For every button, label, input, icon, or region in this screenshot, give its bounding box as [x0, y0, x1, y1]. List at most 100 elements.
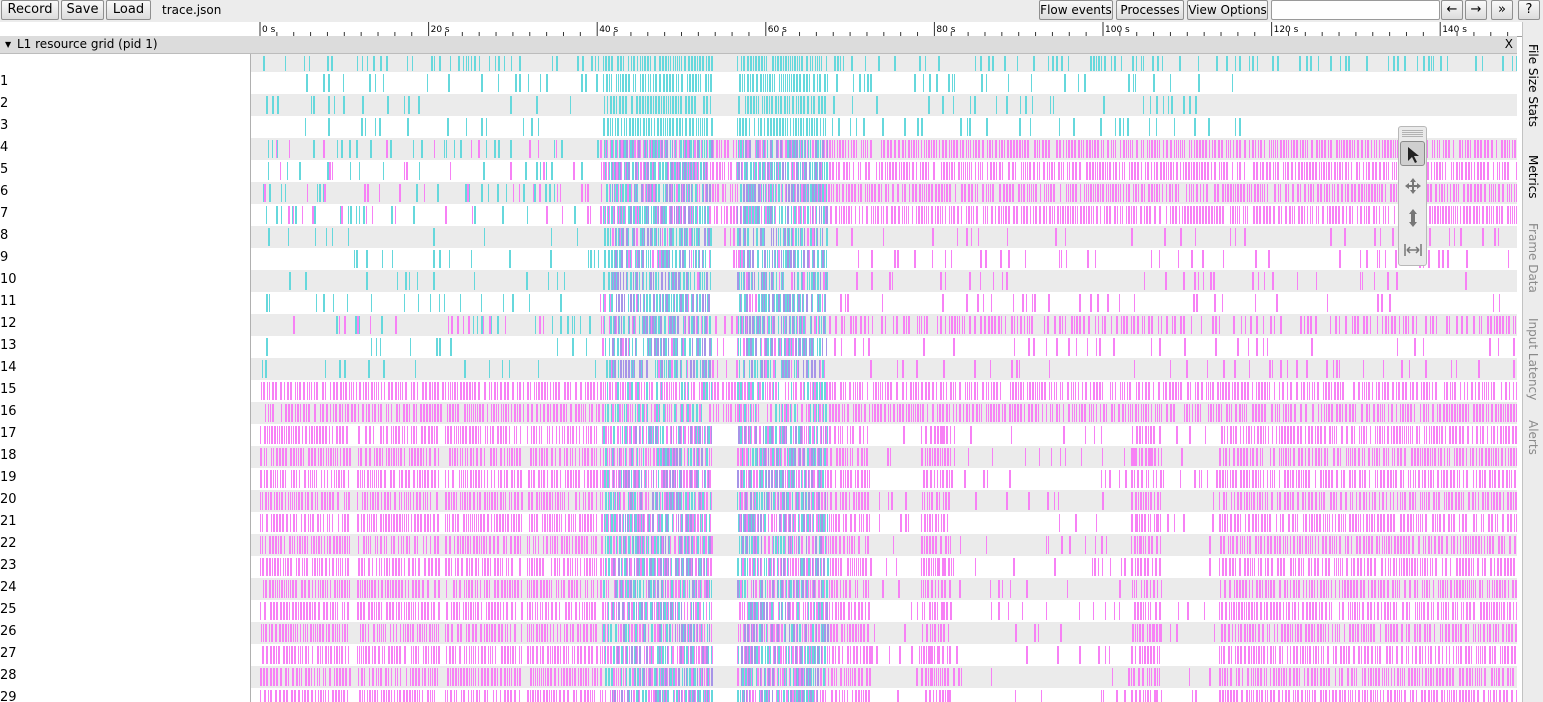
- event-slice: [516, 448, 518, 466]
- event-slice: [605, 338, 606, 356]
- event-slice: [1159, 426, 1161, 444]
- event-slice: [299, 162, 301, 180]
- event-slice: [1345, 162, 1347, 180]
- event-slice: [673, 316, 675, 334]
- time-ruler[interactable]: 0 s 20 s 40 s 60 s 80 s 100 s 120 s 140 s: [0, 22, 1522, 37]
- view-options-button[interactable]: View Options: [1187, 0, 1268, 20]
- event-slice: [818, 404, 819, 422]
- event-slice: [811, 316, 812, 334]
- event-slice: [762, 250, 763, 268]
- event-slice: [802, 294, 803, 312]
- event-slice: [285, 56, 286, 71]
- event-slice: [758, 404, 759, 422]
- event-slice: [770, 360, 771, 378]
- flow-events-button[interactable]: Flow events: [1039, 0, 1113, 20]
- event-slice: [615, 382, 617, 400]
- event-slice: [672, 184, 673, 202]
- track-area[interactable]: 1 2 3 4 5 6 7 8 9 10 11 12 13 14 15 16 17 18 19 20 21 22 23 24 2…: [0, 54, 1517, 702]
- row-stripe: [251, 54, 1517, 72]
- event-slice: [1010, 382, 1011, 400]
- event-slice: [1146, 206, 1148, 224]
- event-slice: [1027, 184, 1028, 202]
- event-slice: [1434, 206, 1436, 224]
- previous-result-button[interactable]: ←: [1441, 0, 1463, 20]
- event-slice: [1325, 382, 1327, 400]
- event-slice: [1275, 140, 1276, 158]
- event-slice: [371, 338, 372, 356]
- event-slice: [1394, 316, 1396, 334]
- event-slice: [1068, 404, 1070, 422]
- event-slice: [1074, 404, 1075, 422]
- event-slice: [1239, 140, 1241, 158]
- event-slice: [976, 404, 978, 422]
- expand-triangle-icon[interactable]: ▼: [5, 40, 12, 49]
- record-button[interactable]: Record: [1, 0, 59, 20]
- event-slice: [795, 338, 797, 356]
- event-slice: [753, 96, 755, 114]
- event-slice: [847, 426, 848, 444]
- event-slice: [733, 206, 735, 224]
- event-slice: [920, 162, 921, 180]
- event-slice: [1383, 360, 1384, 378]
- event-slice: [757, 360, 758, 378]
- event-slice: [990, 162, 992, 180]
- event-slice: [826, 162, 828, 180]
- event-slice: [674, 206, 675, 224]
- event-slice: [298, 448, 299, 466]
- event-slice: [679, 382, 680, 400]
- event-slice: [1240, 426, 1241, 444]
- event-slice: [684, 448, 685, 466]
- event-slice: [1095, 250, 1096, 268]
- close-process-button[interactable]: X: [1504, 37, 1513, 51]
- more-button[interactable]: »: [1491, 0, 1513, 20]
- event-slice: [1307, 206, 1308, 224]
- event-slice: [620, 74, 621, 92]
- event-slice: [463, 316, 464, 334]
- event-slice: [471, 404, 472, 422]
- event-slice: [1403, 316, 1404, 334]
- event-slice: [1233, 316, 1235, 334]
- event-slice: [1260, 162, 1261, 180]
- load-button[interactable]: Load: [106, 0, 151, 20]
- save-button[interactable]: Save: [61, 0, 104, 20]
- event-slice: [1257, 426, 1259, 444]
- event-slice: [449, 448, 451, 466]
- event-slice: [654, 338, 656, 356]
- event-slice: [863, 118, 865, 136]
- event-slice: [761, 360, 763, 378]
- event-slice: [962, 316, 963, 334]
- event-slice: [619, 96, 621, 114]
- event-slice: [990, 360, 991, 378]
- processes-button[interactable]: Processes: [1116, 0, 1184, 20]
- event-slice: [801, 56, 803, 71]
- event-slice: [775, 360, 776, 378]
- event-canvas[interactable]: [251, 54, 1517, 702]
- event-slice: [656, 206, 657, 224]
- event-slice: [1148, 316, 1150, 334]
- event-slice: [546, 162, 547, 180]
- event-slice: [1514, 184, 1515, 202]
- event-slice: [314, 404, 316, 422]
- next-result-button[interactable]: →: [1465, 0, 1487, 20]
- event-slice: [300, 448, 302, 466]
- search-input[interactable]: [1271, 0, 1440, 20]
- event-slice: [1388, 448, 1389, 466]
- event-slice: [1320, 184, 1322, 202]
- event-slice: [918, 382, 919, 400]
- event-slice: [737, 228, 739, 246]
- event-slice: [1264, 140, 1265, 158]
- event-slice: [622, 74, 624, 92]
- event-slice: [780, 96, 782, 114]
- event-slice: [1019, 360, 1020, 378]
- help-button[interactable]: ?: [1518, 0, 1540, 20]
- process-header[interactable]: ▼ L1 resource grid (pid 1) X: [0, 36, 1517, 54]
- event-slice: [1394, 206, 1395, 224]
- event-slice: [570, 382, 571, 400]
- event-slice: [1067, 382, 1069, 400]
- event-slice: [770, 448, 772, 466]
- event-slice: [763, 294, 764, 312]
- event-slice: [541, 382, 543, 400]
- event-slice: [344, 360, 346, 378]
- event-slice: [309, 56, 310, 71]
- event-slice: [1068, 140, 1070, 158]
